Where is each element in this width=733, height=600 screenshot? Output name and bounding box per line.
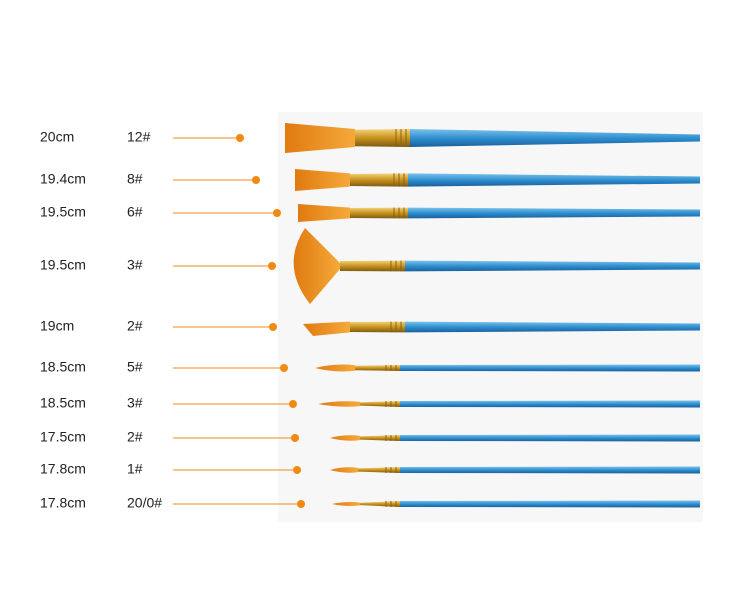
brush: [298, 204, 700, 222]
length-label: 19.5cm: [40, 204, 86, 220]
leader-dot: [291, 434, 299, 442]
brush-ferrule: [355, 129, 410, 147]
leader-dot: [273, 209, 281, 217]
length-label: 17.5cm: [40, 429, 86, 445]
brush-handle: [405, 260, 700, 272]
brush-handle: [400, 400, 700, 408]
brush: [293, 228, 700, 304]
brush-bristles: [293, 228, 340, 304]
brush-handle: [405, 321, 700, 333]
brush-handle: [410, 129, 700, 147]
brush-bristles: [285, 123, 355, 153]
brush: [332, 500, 700, 508]
leader-dot: [268, 262, 276, 270]
brush: [303, 321, 700, 336]
brush-ferrule: [358, 467, 400, 473]
length-label: 19.5cm: [40, 257, 86, 273]
brush-bristles: [318, 401, 360, 407]
size-label: 1#: [127, 461, 143, 477]
length-label: 20cm: [40, 129, 74, 145]
length-label: 19.4cm: [40, 171, 86, 187]
brush-bristles: [330, 435, 360, 441]
brush-handle: [408, 207, 700, 219]
brush-bristles: [295, 169, 350, 191]
brush-handle: [400, 500, 700, 508]
brush: [315, 364, 700, 372]
length-label: 19cm: [40, 318, 74, 334]
size-label: 20/0#: [127, 495, 162, 511]
brush: [318, 400, 700, 408]
brush: [330, 466, 700, 474]
length-label: 18.5cm: [40, 395, 86, 411]
size-label: 12#: [127, 129, 151, 145]
brush-bristles: [330, 467, 358, 473]
length-label: 18.5cm: [40, 359, 86, 375]
leader-dot: [297, 500, 305, 508]
leader-dot: [269, 323, 277, 331]
size-label: 8#: [127, 171, 143, 187]
leader-dot: [252, 176, 260, 184]
brush-ferrule: [360, 435, 400, 441]
brush-bristles: [303, 321, 350, 336]
size-label: 5#: [127, 359, 143, 375]
brush-ferrule: [350, 321, 405, 333]
brush-ferrule: [360, 401, 400, 407]
leader-dot: [236, 134, 244, 142]
leader-dot: [289, 400, 297, 408]
length-label: 17.8cm: [40, 461, 86, 477]
size-label: 2#: [127, 318, 143, 334]
brush-handle: [408, 173, 700, 187]
brush-handle: [400, 364, 700, 372]
brush: [285, 123, 700, 153]
size-label: 6#: [127, 204, 143, 220]
length-label: 17.8cm: [40, 495, 86, 511]
brush: [295, 169, 700, 191]
brush-ferrule: [340, 260, 405, 272]
size-label: 3#: [127, 257, 143, 273]
brush-bristles: [315, 364, 355, 372]
brush: [330, 434, 700, 442]
size-label: 2#: [127, 429, 143, 445]
leader-dot: [280, 364, 288, 372]
brush-handle: [400, 466, 700, 474]
brush-bristles: [298, 204, 350, 222]
leader-dot: [293, 466, 301, 474]
brush-handle: [400, 434, 700, 442]
brush-ferrule: [355, 365, 400, 371]
brush-bristles: [332, 502, 360, 506]
brush-ferrule: [360, 501, 400, 507]
size-label: 3#: [127, 395, 143, 411]
